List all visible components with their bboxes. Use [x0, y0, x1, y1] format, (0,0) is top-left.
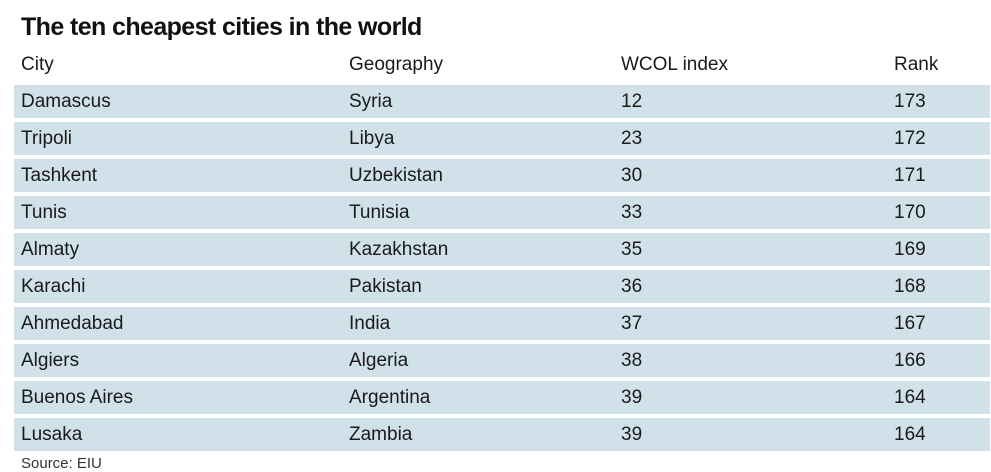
wcol-index-cell: 38 — [621, 350, 643, 371]
geography-cell: Kazakhstan — [349, 239, 449, 260]
geography-cell: India — [349, 313, 391, 334]
geography-cell: Uzbekistan — [349, 165, 443, 186]
rank-cell: 164 — [894, 424, 926, 445]
column-header-city: City — [21, 54, 54, 75]
column-header-rank: Rank — [894, 54, 939, 75]
rank-cell: 171 — [894, 165, 926, 186]
city-cell: Algiers — [21, 350, 80, 371]
geography-cell: Algeria — [349, 350, 409, 371]
rank-cell: 173 — [894, 91, 926, 112]
rank-cell: 169 — [894, 239, 926, 260]
wcol-index-cell: 23 — [621, 128, 643, 149]
wcol-index-cell: 37 — [621, 313, 643, 334]
geography-cell: Tunisia — [349, 202, 410, 223]
column-header-wcol-index: WCOL index — [621, 54, 728, 75]
city-cell: Tripoli — [21, 128, 73, 149]
geography-cell: Zambia — [349, 424, 413, 445]
rank-cell: 172 — [894, 128, 926, 149]
wcol-index-cell: 39 — [621, 424, 643, 445]
chart-title: The ten cheapest cities in the world — [21, 13, 422, 41]
wcol-index-cell: 33 — [621, 202, 643, 223]
rank-cell: 164 — [894, 387, 926, 408]
rank-cell: 166 — [894, 350, 926, 371]
city-cell: Buenos Aires — [21, 387, 133, 408]
city-cell: Tunis — [21, 202, 67, 223]
city-cell: Ahmedabad — [21, 313, 124, 334]
table-row: Tripoli Libya 23 172 — [14, 122, 990, 155]
table-row: Karachi Pakistan 36 168 — [14, 270, 990, 303]
city-cell: Karachi — [21, 276, 86, 297]
city-cell: Lusaka — [21, 424, 83, 445]
table-row: Almaty Kazakhstan 35 169 — [14, 233, 990, 266]
table-header: City Geography WCOL index Rank — [21, 54, 981, 78]
table-row: Ahmedabad India 37 167 — [14, 307, 990, 340]
table-row: Tunis Tunisia 33 170 — [14, 196, 990, 229]
wcol-index-cell: 35 — [621, 239, 643, 260]
table-body: Damascus Syria 12 173 Tripoli Libya 23 172 Tashk… — [14, 85, 990, 453]
table-row: Algiers Algeria 38 166 — [14, 344, 990, 377]
table-row: Damascus Syria 12 173 — [14, 85, 990, 118]
geography-cell: Libya — [349, 128, 395, 149]
geography-cell: Syria — [349, 91, 393, 112]
city-cell: Tashkent — [21, 165, 98, 186]
wcol-index-cell: 12 — [621, 91, 643, 112]
city-cell: Damascus — [21, 91, 111, 112]
column-header-geography: Geography — [349, 54, 444, 75]
table-row: Lusaka Zambia 39 164 — [14, 418, 990, 451]
geography-cell: Argentina — [349, 387, 431, 408]
wcol-index-cell: 39 — [621, 387, 643, 408]
rank-cell: 167 — [894, 313, 926, 334]
rank-cell: 170 — [894, 202, 926, 223]
table-row: Buenos Aires Argentina 39 164 — [14, 381, 990, 414]
table-row: Tashkent Uzbekistan 30 171 — [14, 159, 990, 192]
rank-cell: 168 — [894, 276, 926, 297]
wcol-index-cell: 36 — [621, 276, 643, 297]
geography-cell: Pakistan — [349, 276, 422, 297]
city-cell: Almaty — [21, 239, 80, 260]
wcol-index-cell: 30 — [621, 165, 643, 186]
